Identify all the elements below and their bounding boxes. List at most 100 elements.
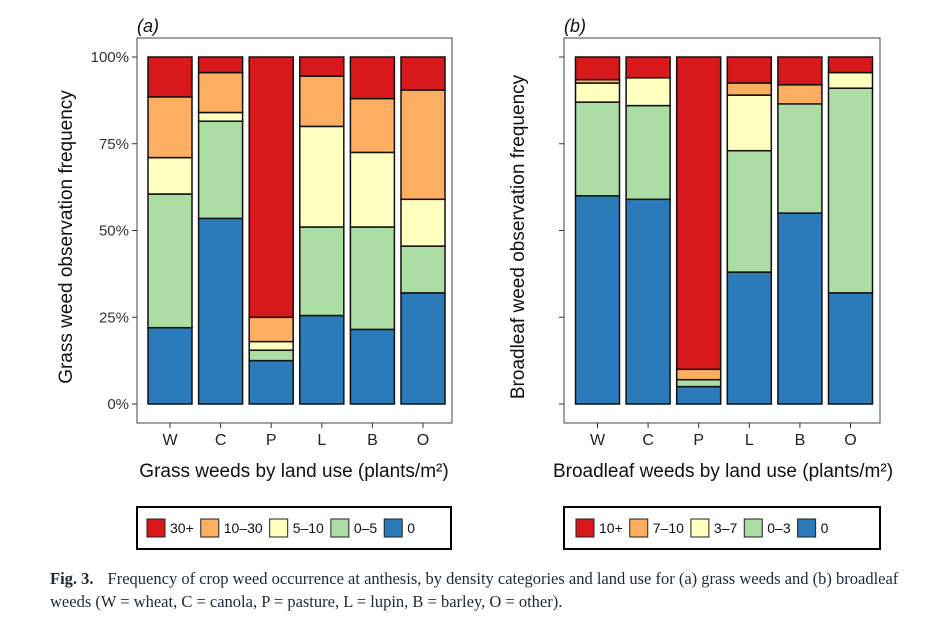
bar-segment-b-B-3 bbox=[777, 84, 823, 105]
bar-segment-b-W-1 bbox=[574, 101, 621, 197]
panel-a: (a) 0% 25% 50% 75% 100% W C P L B O Grass weed ob… bbox=[56, 16, 453, 550]
y-tick-label-a-4: 100% bbox=[91, 49, 129, 66]
panel-b-x-axis-title: Broadleaf weeds by land use (plants/m²) bbox=[553, 461, 893, 482]
panel-a-x-axis-title: Grass weeds by land use (plants/m²) bbox=[139, 461, 448, 482]
x-tick-label-a-W: W bbox=[162, 432, 178, 449]
bar-segment-a-B-4 bbox=[349, 56, 396, 100]
legend-swatch-b-3 bbox=[743, 518, 763, 538]
bar-segment-a-P-1 bbox=[248, 349, 294, 362]
panel-a-y-axis-title: Grass weed observation frequency bbox=[56, 90, 77, 384]
bar-segment-b-P-1 bbox=[675, 378, 722, 388]
bar-segment-a-B-0 bbox=[349, 328, 396, 405]
bar-segment-a-W-2 bbox=[147, 156, 193, 195]
panel-b-y-ticks bbox=[559, 56, 564, 405]
bar-segment-b-L-2 bbox=[726, 94, 773, 152]
bar-segment-a-C-3 bbox=[197, 71, 244, 114]
bar-segment-b-C-1 bbox=[625, 104, 671, 201]
bar-segment-a-P-2 bbox=[248, 340, 294, 351]
bar-segment-a-L-2 bbox=[299, 125, 345, 228]
bar-segment-b-O-0 bbox=[827, 292, 874, 405]
x-tick-label-b-O: O bbox=[844, 432, 856, 449]
bar-segment-a-P-4 bbox=[248, 56, 294, 319]
bar-segment-a-C-2 bbox=[197, 111, 244, 122]
bar-segment-a-P-0 bbox=[248, 359, 294, 405]
legend-label-a-1: 10–30 bbox=[224, 520, 263, 536]
bar-segment-a-B-2 bbox=[349, 151, 396, 228]
bar-segment-a-B-3 bbox=[349, 97, 396, 154]
bar-segment-b-B-1 bbox=[777, 103, 823, 214]
x-tick-label-a-C: C bbox=[215, 432, 227, 449]
bar-segment-a-P-3 bbox=[248, 316, 294, 343]
legend-label-a-3: 0–5 bbox=[354, 520, 378, 536]
legend-swatch-a-1 bbox=[200, 518, 220, 538]
legend-label-b-0: 10+ bbox=[599, 520, 623, 536]
bar-segment-b-C-2 bbox=[625, 77, 671, 107]
bar-segment-a-W-3 bbox=[147, 96, 193, 159]
panel-b: (b) W C P L B O Broadleaf weed observation fr… bbox=[508, 16, 893, 550]
bar-segment-b-L-1 bbox=[726, 149, 773, 273]
x-tick-label-a-B: B bbox=[367, 432, 378, 449]
x-tick-label-b-P: P bbox=[693, 432, 704, 449]
bar-segment-b-W-2 bbox=[574, 82, 621, 103]
legend-label-a-2: 5–10 bbox=[293, 520, 324, 536]
bar-segment-a-W-0 bbox=[147, 326, 193, 405]
bar-segment-a-C-4 bbox=[197, 56, 244, 74]
bar-segment-b-O-4 bbox=[827, 56, 874, 74]
x-tick-label-b-C: C bbox=[642, 432, 654, 449]
bar-segment-a-W-1 bbox=[147, 193, 193, 329]
bar-segment-a-O-3 bbox=[400, 89, 446, 201]
y-tick-label-a-1: 25% bbox=[99, 309, 129, 326]
bar-segment-a-C-1 bbox=[197, 120, 244, 220]
legend-swatch-a-3 bbox=[330, 518, 350, 538]
bar-segment-b-L-3 bbox=[726, 82, 773, 96]
bar-segment-b-W-0 bbox=[574, 195, 621, 405]
caption-figure-number: Fig. 3. bbox=[50, 569, 94, 588]
bar-segment-b-W-4 bbox=[574, 56, 621, 81]
bar-segment-a-W-4 bbox=[147, 56, 193, 98]
bar-segment-b-B-4 bbox=[777, 56, 823, 86]
legend-swatch-b-1 bbox=[629, 518, 649, 538]
bar-segment-a-B-1 bbox=[349, 226, 396, 331]
bar-segment-a-O-1 bbox=[400, 245, 446, 294]
bar-segment-b-L-0 bbox=[726, 271, 773, 405]
panel-b-legend-items: 10+ 7–10 3–7 0–3 0 bbox=[575, 518, 829, 538]
bar-segment-a-O-0 bbox=[400, 292, 446, 405]
panel-b-tag: (b) bbox=[564, 16, 586, 36]
y-tick-label-a-0: 0% bbox=[107, 396, 129, 413]
bar-segment-a-C-0 bbox=[197, 217, 244, 405]
bar-segment-a-O-4 bbox=[400, 56, 446, 91]
x-tick-label-b-L: L bbox=[745, 432, 754, 449]
bar-segment-a-L-4 bbox=[299, 56, 345, 77]
figure-caption: Fig. 3. Frequency of crop weed occurrence… bbox=[50, 567, 920, 613]
legend-swatch-b-4 bbox=[797, 518, 817, 538]
legend-label-b-3: 0–3 bbox=[767, 520, 791, 536]
bar-segment-a-L-0 bbox=[299, 314, 345, 405]
legend-label-a-0: 30+ bbox=[170, 520, 194, 536]
bar-segment-b-O-2 bbox=[827, 71, 874, 89]
panel-a-y-ticks: 0% 25% 50% 75% 100% bbox=[91, 49, 137, 413]
legend-swatch-a-2 bbox=[269, 518, 289, 538]
bar-segment-b-C-0 bbox=[625, 198, 671, 405]
bar-segment-a-L-1 bbox=[299, 226, 345, 317]
panel-b-legend-frame bbox=[563, 506, 881, 550]
legend-swatch-a-0 bbox=[146, 518, 166, 538]
legend-label-b-4: 0 bbox=[821, 520, 829, 536]
y-tick-label-a-3: 75% bbox=[99, 136, 129, 153]
x-tick-label-a-O: O bbox=[417, 432, 429, 449]
panel-b-y-axis-title: Broadleaf weed observation frequency bbox=[508, 74, 529, 399]
bar-segment-b-P-0 bbox=[675, 385, 722, 405]
bar-segment-a-O-2 bbox=[400, 198, 446, 247]
panel-b-legend: 10+ 7–10 3–7 0–3 0 bbox=[563, 506, 881, 550]
legend-label-b-1: 7–10 bbox=[653, 520, 684, 536]
x-tick-label-b-W: W bbox=[590, 432, 606, 449]
legend-label-a-4: 0 bbox=[407, 520, 415, 536]
legend-swatch-a-4 bbox=[383, 518, 403, 538]
bar-segment-b-B-0 bbox=[777, 212, 823, 405]
x-tick-label-a-L: L bbox=[317, 432, 326, 449]
x-tick-label-a-P: P bbox=[266, 432, 277, 449]
bar-segment-b-C-4 bbox=[625, 56, 671, 79]
legend-swatch-b-0 bbox=[575, 518, 595, 538]
